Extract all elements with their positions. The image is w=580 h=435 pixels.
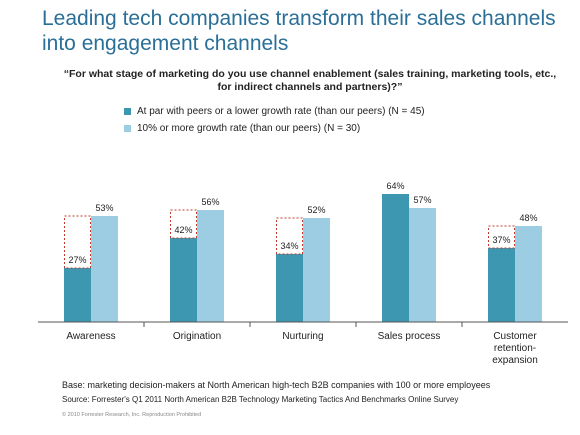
bar-series-2-3 <box>409 208 436 322</box>
gap-highlight-1 <box>170 209 197 239</box>
bar-series-1-4 <box>488 248 515 322</box>
bar-series-1-3 <box>382 194 409 322</box>
copyright-note: © 2010 Forrester Research, Inc. Reproduc… <box>62 412 202 418</box>
data-label-series-2-4: 48% <box>519 213 537 223</box>
gap-highlight-2 <box>276 217 303 255</box>
data-label-series-2-0: 53% <box>95 203 113 213</box>
bar-series-2-1 <box>197 210 224 322</box>
legend-item-series-2: 10% or more growth rate (than our peers)… <box>124 120 425 137</box>
data-label-series-1-1: 42% <box>174 225 192 235</box>
data-label-series-1-3: 64% <box>386 181 404 191</box>
category-label-4: expansion <box>492 355 538 366</box>
bar-series-1-0 <box>64 268 91 322</box>
source-note: Source: Forrester's Q1 2011 North Americ… <box>62 395 459 404</box>
bar-series-2-2 <box>303 218 330 322</box>
legend-label-series-1: At par with peers or a lower growth rate… <box>137 106 425 117</box>
data-label-series-2-3: 57% <box>413 195 431 205</box>
category-label-4: retention- <box>494 343 536 354</box>
legend-label-series-2: 10% or more growth rate (than our peers)… <box>137 123 361 134</box>
legend-swatch-series-1 <box>124 108 131 115</box>
legend-swatch-series-2 <box>124 125 131 132</box>
gap-highlight-4 <box>488 225 515 249</box>
data-label-series-1-2: 34% <box>280 241 298 251</box>
category-label-0: Awareness <box>66 331 115 342</box>
legend-item-series-1: At par with peers or a lower growth rate… <box>124 103 425 120</box>
survey-question: “For what stage of marketing do you use … <box>63 68 557 93</box>
data-label-series-2-1: 56% <box>201 197 219 207</box>
category-label-4: Customer <box>493 331 537 342</box>
data-label-series-2-2: 52% <box>307 205 325 215</box>
chart-title: Leading tech companies transform their s… <box>42 7 556 55</box>
legend: At par with peers or a lower growth rate… <box>124 103 425 137</box>
bar-series-1-2 <box>276 254 303 322</box>
bar-series-2-4 <box>515 226 542 322</box>
gap-highlight-0 <box>64 215 91 269</box>
category-label-2: Nurturing <box>282 331 323 342</box>
bar-series-2-0 <box>91 216 118 322</box>
category-label-1: Origination <box>173 331 221 342</box>
bar-series-1-1 <box>170 238 197 322</box>
data-label-series-1-4: 37% <box>492 235 510 245</box>
category-label-3: Sales process <box>378 331 441 342</box>
data-label-series-1-0: 27% <box>68 255 86 265</box>
base-note: Base: marketing decision-makers at North… <box>62 380 491 390</box>
